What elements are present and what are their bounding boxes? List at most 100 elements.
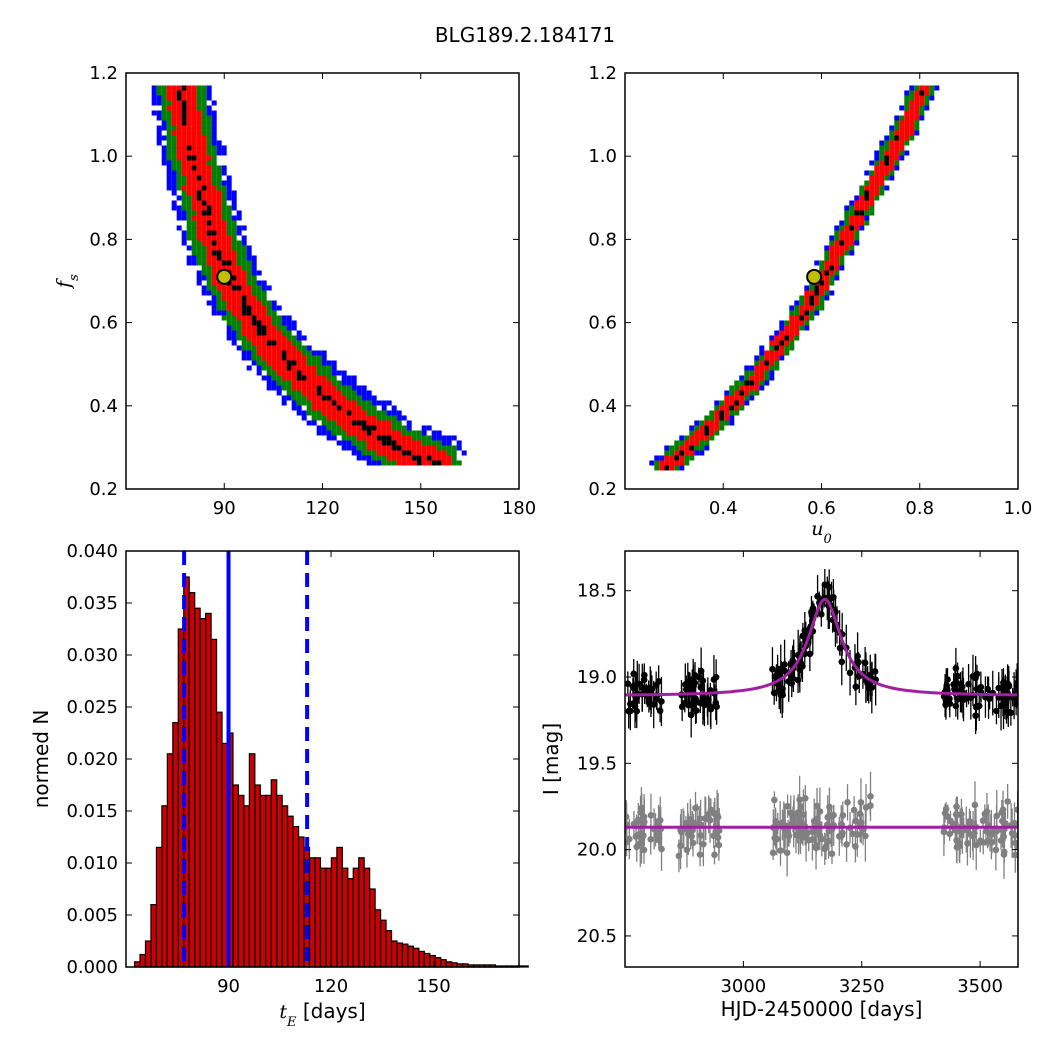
tE-fs-density-cell [436,460,442,466]
u0-fs-density-cell [694,430,700,436]
tE-fs-density-cell [326,375,332,381]
tE-fs-density-cell [281,365,287,371]
tE-fs-density-cell [171,200,177,206]
tE-fs-density-cell [196,110,202,116]
u0-fs-density-cell [899,130,905,136]
tE-fs-density-cell [326,405,332,411]
tE-fs-density-cell [216,140,222,146]
lightcurve-point [983,808,991,815]
lightcurve-point [710,676,718,683]
tE-fs-density-cell [261,345,267,351]
u0-fs-density-cell [919,100,925,106]
tE-hist-ylabel: normed N [29,710,53,809]
tE-fs-density-cell [276,370,282,376]
u0-fs-density-cell [719,425,725,431]
tE-fs-density-cell [391,430,397,436]
tE-fs-density-cell [231,315,237,321]
tE-fs-density-cell [166,105,172,111]
tE-fs-density-cell [331,390,337,396]
tE-fs-density-cell [401,455,407,461]
tE-fs-density-cell [196,220,202,226]
u0-fs-density-cell [749,395,755,401]
tE-fs-density-cell [306,360,312,366]
tE-fs-density-cell [216,225,222,231]
u0-fs-density-cell [879,175,885,181]
tE-fs-density-cell [431,435,437,441]
tE-fs-density-cell [351,380,357,386]
tE-fs-density-cell [416,460,422,466]
tE-fs-density-cell [386,460,392,466]
u0-fs-density-cell [729,420,735,426]
tE-fs-density-cell [296,360,302,366]
u0-fs-density-cell [814,285,820,291]
tE-fs-density-cell [396,415,402,421]
tE-fs-density-cell [156,130,162,136]
u0-fs-density-cell [839,245,845,251]
tE-fs-density-cell [221,290,227,296]
u0-fs-density-cell [669,455,675,461]
tE-fs-density-cell [341,395,347,401]
tE-fs-density-cell [166,135,172,141]
tE-fs-density-cell [341,375,347,381]
lightcurve-point [774,670,781,677]
u0-fs-density-cell [794,325,800,331]
u0-fs-density-cell [909,115,915,121]
lightcurve-point [711,851,718,859]
tE-fs-density-cell [311,405,317,411]
u0-fs-density-cell [749,370,755,376]
tE-fs-density-cell [201,145,207,151]
tE-fs-density-cell [386,450,392,456]
tE-fs-density-cell [161,100,167,106]
u0-fs-density-cell [824,285,830,291]
tE-fs-density-cell [181,165,187,171]
u0-fs-density-cell [829,240,835,246]
tE-fs-density-cell [391,415,397,421]
tE-fs-density-cell [346,400,352,406]
u0-fs-density-cell [864,210,870,216]
tE-fs-density-cell [316,415,322,421]
tE-fs-density-cell [226,210,232,216]
tE-fs-density-cell [221,225,227,231]
tE-fs-density-cell [251,325,257,331]
tE-fs-density-cell [166,125,172,131]
tE-fs-density-cell [341,405,347,411]
tE-fs-density-cell [346,445,352,451]
tE-fs-density-cell [231,265,237,271]
u0-fs-density-cell [899,125,905,131]
lightcurve-point [633,818,640,826]
tE-fs-density-cell [196,235,202,241]
u0-fs-density-cell [734,390,740,396]
tE-fs-density-cell [296,385,302,391]
u0-fs-density-cell [839,225,845,231]
tE-fs-density-cell [256,330,262,336]
tE-fs-density-cell [296,340,302,346]
tE-fs-density-cell [221,260,227,266]
tE-fs-density-cell [176,145,182,151]
u0-fs-density-cell [824,270,830,276]
tE-fs-density-cell [376,400,382,406]
tE-fs-density-cell [261,310,267,316]
lightcurve-point [850,806,858,814]
tE-fs-density-cell [231,300,237,306]
u0-fs-density-cell [769,355,775,361]
tE-hist-bar [265,794,272,968]
tE-fs-density-cell [261,305,267,311]
tE-fs-density-cell [346,385,352,391]
lightcurve-point [822,843,830,850]
lightcurve-point [843,841,850,848]
tE-hist-bar [254,784,261,968]
u0-fs-density-cell [754,365,760,371]
u0-fs-density-cell [909,110,915,116]
lightcurve-point [1008,829,1016,837]
tE-fs-density-cell [226,305,232,311]
u0-fs-density-cell [669,460,675,466]
lightcurve-point [1005,681,1013,689]
u0-fs-density-cell [804,305,810,311]
tE-fs-density-cell [241,305,247,311]
u0-fs-density-cell [674,450,680,456]
tE-fs-density-cell [181,105,187,111]
tE-fs-density-cell [166,160,172,166]
tE-fs-density-cell [166,155,172,161]
tE-fs-density-cell [296,390,302,396]
tE-fs-density-cell [401,440,407,446]
